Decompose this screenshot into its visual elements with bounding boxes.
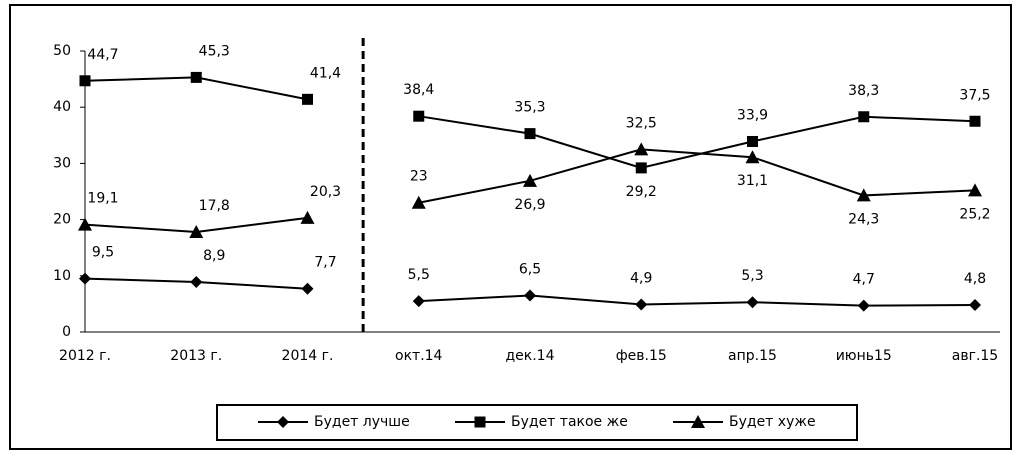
data-label: 5,3 — [741, 268, 763, 284]
series-line — [418, 294, 976, 307]
data-label: 29,2 — [626, 184, 657, 200]
data-label: 4,8 — [964, 271, 986, 287]
data-point — [969, 115, 981, 127]
legend-marker — [474, 416, 486, 428]
data-label: 4,9 — [630, 270, 652, 286]
data-label: 24,3 — [848, 211, 879, 227]
data-label: 41,4 — [310, 65, 341, 81]
data-label: 26,9 — [514, 197, 545, 213]
y-tick-label: 10 — [53, 268, 71, 284]
data-label: 6,5 — [519, 261, 541, 277]
x-tick-label: июнь15 — [836, 348, 892, 364]
y-tick-label: 40 — [53, 99, 71, 115]
data-point — [411, 195, 426, 209]
data-label: 44,7 — [87, 47, 118, 63]
data-point — [857, 299, 870, 312]
legend-label: Будет хуже — [729, 414, 816, 430]
x-tick-label: 2012 г. — [59, 348, 111, 364]
data-point — [747, 135, 758, 147]
data-point — [79, 272, 91, 285]
legend-box — [216, 404, 858, 441]
data-point — [968, 183, 982, 197]
data-label: 37,5 — [959, 87, 990, 103]
data-point — [301, 282, 314, 295]
data-point — [78, 217, 92, 231]
data-label: 4,7 — [853, 272, 875, 288]
data-point — [635, 298, 648, 311]
data-label: 20,3 — [310, 184, 341, 200]
data-point — [858, 111, 870, 123]
y-tick-label: 30 — [53, 155, 71, 171]
data-label: 31,1 — [737, 173, 768, 189]
data-point — [413, 110, 425, 122]
data-label: 33,9 — [737, 107, 768, 123]
legend-marker — [691, 415, 705, 428]
x-tick-label: апр.15 — [728, 348, 777, 364]
y-tick-label: 20 — [53, 212, 71, 228]
data-point — [524, 128, 536, 140]
y-tick-label: 50 — [53, 43, 71, 59]
data-label: 19,1 — [87, 191, 118, 207]
x-tick-label: фев.15 — [616, 348, 667, 364]
data-point — [189, 224, 204, 238]
data-point — [745, 150, 760, 164]
data-label: 38,3 — [848, 83, 879, 99]
data-label: 8,9 — [203, 248, 225, 264]
series-line — [418, 115, 976, 169]
data-point — [856, 188, 871, 202]
data-label: 45,3 — [199, 43, 230, 59]
data-point — [190, 275, 203, 288]
data-label: 17,8 — [199, 198, 230, 214]
data-label: 7,7 — [314, 255, 336, 271]
data-point — [79, 75, 91, 87]
data-point — [635, 162, 647, 174]
data-point — [190, 71, 202, 83]
data-point — [746, 296, 759, 309]
legend-label: Будет лучше — [314, 414, 410, 430]
x-tick-label: авг.15 — [952, 348, 998, 364]
y-tick-label: 0 — [62, 324, 71, 340]
data-point — [302, 93, 313, 105]
data-point — [524, 289, 536, 302]
data-label: 5,5 — [408, 267, 430, 283]
data-point — [634, 142, 649, 156]
data-label: 32,5 — [626, 115, 657, 131]
data-label: 25,2 — [959, 206, 990, 222]
x-tick-label: дек.14 — [505, 348, 554, 364]
data-point — [969, 299, 981, 312]
data-point — [412, 295, 425, 308]
data-point — [300, 210, 315, 224]
x-tick-label: 2013 г. — [170, 348, 222, 364]
data-label: 35,3 — [514, 100, 545, 116]
x-tick-label: окт.14 — [395, 348, 443, 364]
data-label: 38,4 — [403, 82, 434, 98]
series-line — [418, 148, 976, 204]
legend-marker — [277, 416, 289, 428]
data-label: 9,5 — [92, 245, 114, 261]
x-tick-label: 2014 г. — [282, 348, 334, 364]
data-point — [523, 173, 537, 187]
data-label: 23 — [410, 169, 428, 185]
legend-label: Будет такое же — [511, 414, 628, 430]
